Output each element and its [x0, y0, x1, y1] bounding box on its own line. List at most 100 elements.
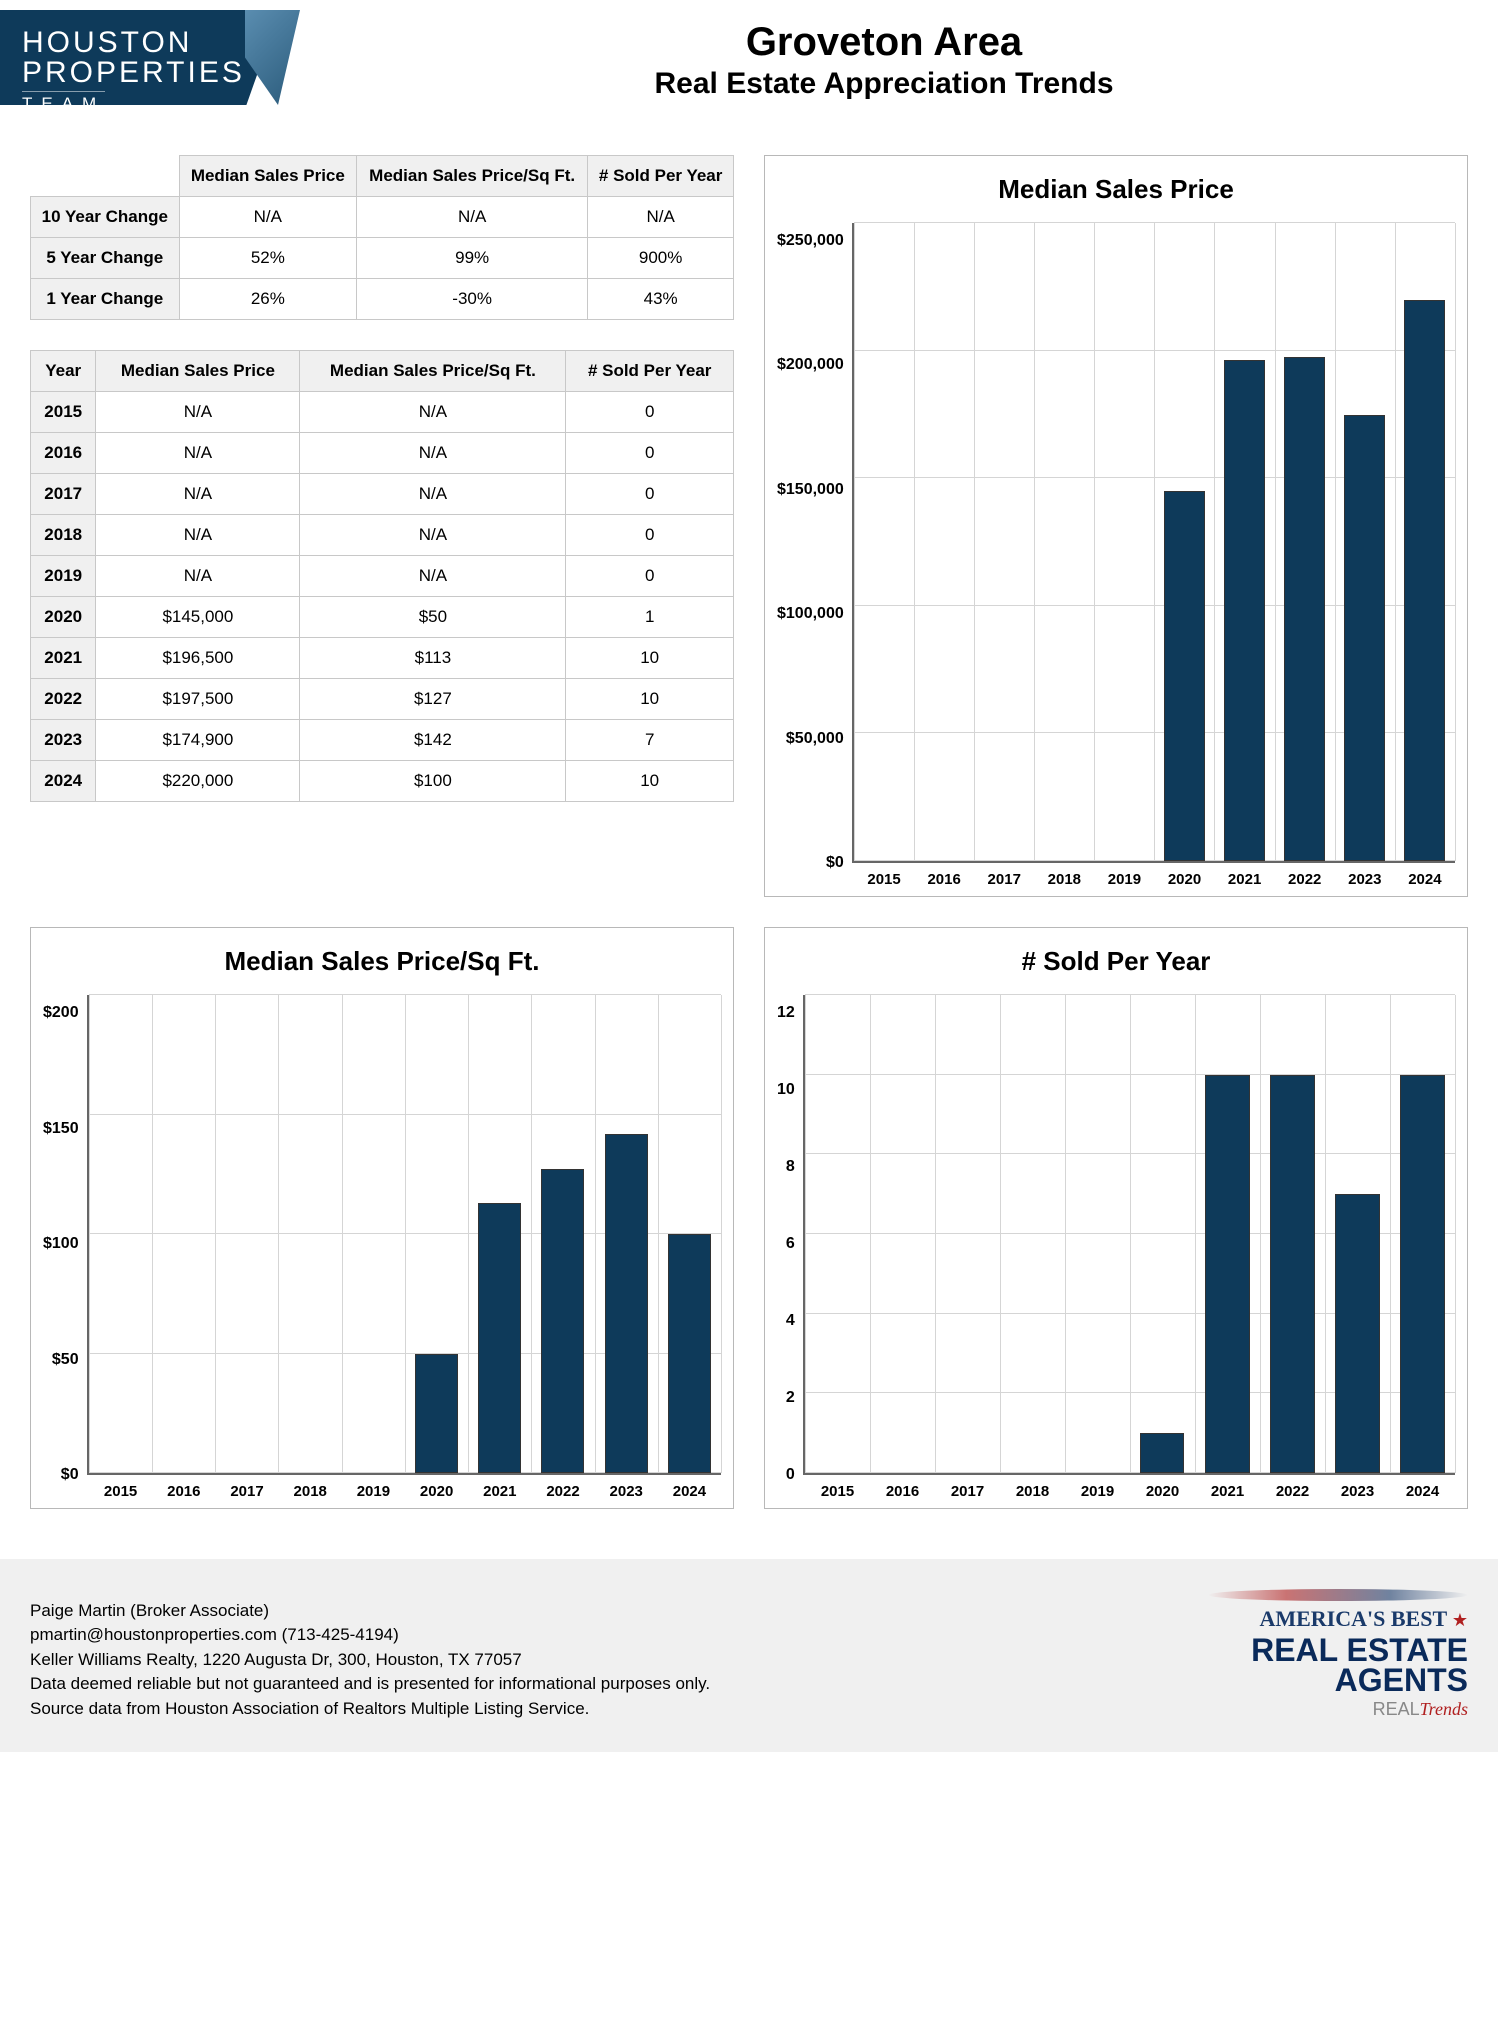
cell: $174,900 [96, 720, 300, 761]
table-header: Median Sales Price/Sq Ft. [300, 351, 566, 392]
table-row: 2015N/AN/A0 [31, 392, 734, 433]
chart-title: Median Sales Price/Sq Ft. [43, 946, 721, 977]
cell: N/A [300, 515, 566, 556]
cell: 0 [566, 515, 734, 556]
cell: $220,000 [96, 761, 300, 802]
x-tick-label: 2020 [1154, 871, 1214, 888]
y-tick-label: 2 [786, 1389, 795, 1407]
cell: N/A [300, 433, 566, 474]
header: HOUSTON PROPERTIES TEAM Groveton Area Re… [0, 0, 1498, 130]
cell: 0 [566, 433, 734, 474]
x-tick-label: 2019 [1065, 1483, 1130, 1500]
table-header: Median Sales Price [179, 156, 356, 197]
table-header: Median Sales Price/Sq Ft. [357, 156, 588, 197]
bar [415, 1354, 458, 1474]
cell: N/A [179, 197, 356, 238]
cell: 10 [566, 638, 734, 679]
summary-table: Median Sales PriceMedian Sales Price/Sq … [30, 155, 734, 320]
y-tick-label: 6 [786, 1235, 795, 1253]
y-tick-label: $0 [61, 1466, 79, 1484]
row-label: 2019 [31, 556, 96, 597]
table-row: 5 Year Change52%99%900% [31, 238, 734, 279]
y-tick-label: $100 [43, 1235, 79, 1253]
x-tick-label: 2024 [1395, 871, 1455, 888]
bar [1344, 415, 1385, 861]
chart-price-sqft: Median Sales Price/Sq Ft.$200$150$100$50… [30, 927, 734, 1509]
x-tick-label: 2022 [1260, 1483, 1325, 1500]
x-tick-label: 2017 [974, 871, 1034, 888]
cell: 7 [566, 720, 734, 761]
footer-line: Data deemed reliable but not guaranteed … [30, 1672, 710, 1697]
logo-sub: TEAM [22, 91, 105, 112]
x-tick-label: 2015 [854, 871, 914, 888]
cell: -30% [357, 279, 588, 320]
cell: N/A [96, 474, 300, 515]
logo: HOUSTON PROPERTIES TEAM [0, 10, 300, 110]
year-table: YearMedian Sales PriceMedian Sales Price… [30, 350, 734, 802]
y-tick-label: 4 [786, 1312, 795, 1330]
cell: $113 [300, 638, 566, 679]
y-tick-label: $150,000 [777, 481, 844, 499]
bar [1140, 1433, 1184, 1473]
bar [478, 1203, 521, 1473]
logo-line2: PROPERTIES [22, 58, 245, 88]
cell: $50 [300, 597, 566, 638]
cell: 0 [566, 392, 734, 433]
cell: $142 [300, 720, 566, 761]
cell: $100 [300, 761, 566, 802]
footer-logo: AMERICA'S BEST ★ REAL ESTATE AGENTS REAL… [1208, 1589, 1468, 1722]
cell: 26% [179, 279, 356, 320]
y-tick-label: 12 [777, 1004, 795, 1022]
x-tick-label: 2023 [1325, 1483, 1390, 1500]
table-row: 2018N/AN/A0 [31, 515, 734, 556]
cell: 0 [566, 556, 734, 597]
cell: N/A [96, 392, 300, 433]
row-label: 2020 [31, 597, 96, 638]
title-block: Groveton Area Real Estate Appreciation T… [300, 20, 1468, 101]
page-subtitle: Real Estate Appreciation Trends [300, 67, 1468, 101]
cell: 10 [566, 679, 734, 720]
cell: $127 [300, 679, 566, 720]
page-title: Groveton Area [300, 20, 1468, 65]
footer-line: Keller Williams Realty, 1220 Augusta Dr,… [30, 1648, 710, 1673]
x-tick-label: 2017 [215, 1483, 278, 1500]
y-tick-label: 10 [777, 1081, 795, 1099]
x-tick-label: 2022 [1275, 871, 1335, 888]
x-tick-label: 2020 [405, 1483, 468, 1500]
x-tick-label: 2019 [1094, 871, 1154, 888]
table-row: 2023$174,900$1427 [31, 720, 734, 761]
bar [1400, 1075, 1444, 1473]
x-tick-label: 2022 [531, 1483, 594, 1500]
logo-line1: HOUSTON [22, 28, 245, 58]
y-tick-label: 0 [786, 1466, 795, 1484]
cell: N/A [96, 433, 300, 474]
bar [1284, 357, 1325, 861]
cell: N/A [300, 556, 566, 597]
star-icon: ★ [1452, 1610, 1468, 1630]
row-label: 10 Year Change [31, 197, 180, 238]
row-label: 2017 [31, 474, 96, 515]
footer-line: pmartin@houstonproperties.com (713-425-4… [30, 1623, 710, 1648]
table-row: 2016N/AN/A0 [31, 433, 734, 474]
cell: N/A [300, 392, 566, 433]
cell: 99% [357, 238, 588, 279]
footer-line: Source data from Houston Association of … [30, 1697, 710, 1722]
cell: N/A [96, 556, 300, 597]
x-tick-label: 2023 [1335, 871, 1395, 888]
footer-logo-3: AGENTS [1208, 1665, 1468, 1695]
y-tick-label: $50,000 [786, 730, 844, 748]
x-tick-label: 2016 [870, 1483, 935, 1500]
table-row: 2017N/AN/A0 [31, 474, 734, 515]
cell: N/A [96, 515, 300, 556]
y-tick-label: $100,000 [777, 605, 844, 623]
x-tick-label: 2021 [1215, 871, 1275, 888]
bar [1335, 1194, 1379, 1473]
bar [668, 1234, 711, 1473]
x-tick-label: 2019 [342, 1483, 405, 1500]
chart-title: Median Sales Price [777, 174, 1455, 205]
table-row: 2019N/AN/A0 [31, 556, 734, 597]
footer-logo-1: AMERICA'S BEST [1259, 1606, 1447, 1631]
bar [1404, 300, 1445, 861]
table-header: # Sold Per Year [566, 351, 734, 392]
chart-sold-per-year: # Sold Per Year1210864202015201620172018… [764, 927, 1468, 1509]
